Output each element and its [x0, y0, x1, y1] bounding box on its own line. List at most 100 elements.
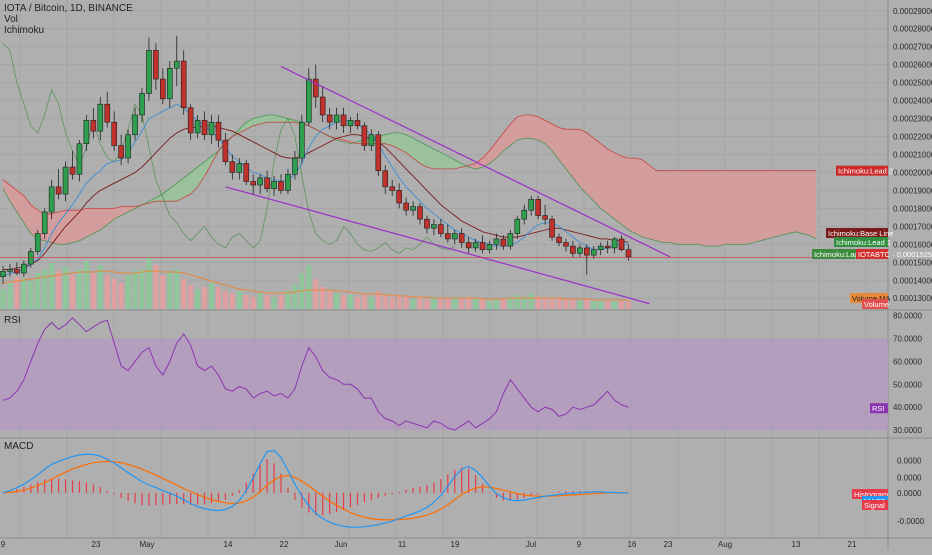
- candle-down: [250, 181, 256, 186]
- ichimoku-cloud: [3, 114, 817, 247]
- cloud-segment: [183, 172, 191, 198]
- candle-down: [354, 120, 361, 127]
- volume-bar: [445, 299, 451, 309]
- time-tick-label: Aug: [718, 540, 732, 549]
- volume-bar: [382, 295, 388, 309]
- price-tick-label: 0.00015000: [893, 258, 932, 267]
- candle-up: [521, 209, 528, 220]
- volume-series: [0, 257, 631, 309]
- cloud-segment: [100, 208, 108, 230]
- volume-bar: [264, 295, 270, 309]
- base-line: [3, 125, 629, 270]
- volume-ma-tag-text: Volume MA: [852, 294, 890, 303]
- volume-bar: [257, 293, 263, 309]
- lagging-tag-text: Ichimoku:Lag: [814, 250, 859, 259]
- volume-bar: [626, 301, 631, 309]
- candle-down: [424, 218, 430, 229]
- volume-bar: [480, 299, 486, 309]
- volume-tag: Volume: [862, 299, 889, 309]
- cloud-segment: [86, 208, 94, 238]
- cloud-segment: [260, 114, 268, 124]
- candle-up: [167, 67, 173, 100]
- price-tick-label: 0.00023000: [893, 115, 932, 124]
- cloud-segment: [642, 159, 650, 239]
- candle-up: [41, 211, 48, 234]
- candle-up: [194, 120, 201, 134]
- volume-bar: [375, 291, 381, 309]
- price-tag-text: IOTABTC · 0.00015258: [858, 250, 932, 259]
- cloud-segment: [440, 152, 448, 169]
- candle-up: [0, 270, 6, 277]
- time-tick-label: 14: [224, 540, 233, 549]
- candle-up: [76, 143, 83, 175]
- cloud-segment: [413, 138, 420, 164]
- macd-legend[interactable]: MACD: [4, 441, 34, 452]
- candle-down: [604, 245, 611, 249]
- price-tick-label: 0.00029000: [893, 7, 932, 16]
- cloud-segment: [739, 170, 747, 245]
- ichimoku-legend[interactable]: Ichimoku: [4, 25, 45, 36]
- volume-bar: [368, 297, 374, 309]
- candle-down: [69, 166, 76, 175]
- cloud-segment: [621, 156, 629, 230]
- cloud-segment: [607, 149, 615, 220]
- cloud-segment: [58, 210, 66, 245]
- cloud-segment: [93, 208, 101, 234]
- candle-down: [549, 218, 555, 238]
- volume-legend[interactable]: Vol: [4, 14, 18, 25]
- volume-bar: [125, 275, 131, 309]
- grid: [19, 0, 867, 538]
- lead1-tag: Ichimoku:Lead 1: [834, 237, 891, 247]
- time-tick-label: 9: [577, 540, 582, 549]
- cloud-segment: [197, 161, 205, 187]
- cloud-segment: [572, 129, 580, 187]
- candle-up: [125, 134, 131, 159]
- candle-down: [625, 249, 632, 258]
- candle-up: [451, 233, 458, 240]
- volume-bar: [452, 297, 458, 309]
- candle-up: [472, 242, 479, 249]
- cloud-segment: [704, 170, 712, 247]
- volume-bar: [354, 297, 360, 309]
- cloud-segment: [9, 185, 17, 212]
- time-tick-label: 23: [92, 540, 101, 549]
- cloud-segment: [447, 156, 455, 169]
- price-tick-label: 0.00020000: [893, 168, 932, 177]
- candle-up: [48, 186, 55, 213]
- candle-down: [618, 238, 625, 251]
- symbol-legend[interactable]: IOTA / Bitcoin, 1D, BINANCE: [4, 3, 133, 14]
- conversion-line: [2, 103, 629, 278]
- candle-down: [319, 96, 326, 116]
- rsi-tick-label: 80.0000: [893, 312, 922, 321]
- candle-up: [285, 173, 291, 191]
- volume-bar: [306, 265, 312, 309]
- rsi-legend[interactable]: RSI: [4, 315, 21, 326]
- candle-up: [62, 166, 69, 195]
- cloud-segment: [23, 195, 31, 234]
- candles: [0, 35, 632, 284]
- cloud-segment: [698, 170, 705, 247]
- cloud-segment: [274, 114, 281, 123]
- cloud-segment: [517, 114, 525, 141]
- volume-bar: [188, 285, 194, 309]
- volume-bar: [202, 287, 208, 309]
- volume-bar: [243, 295, 249, 309]
- cloud-segment: [718, 170, 726, 247]
- price-tick-label: 0.00018000: [893, 204, 932, 213]
- candle-down: [542, 215, 548, 220]
- volume-bar: [0, 289, 6, 309]
- volume-bar: [389, 297, 395, 309]
- candle-down: [389, 186, 396, 191]
- cloud-segment: [670, 170, 678, 245]
- cloud-segment: [593, 138, 601, 209]
- cloud-segment: [343, 140, 351, 144]
- cloud-segment: [628, 158, 636, 234]
- volume-bar: [90, 273, 96, 309]
- volume-bar: [361, 295, 367, 309]
- candle-down: [500, 238, 507, 247]
- candle-down: [340, 114, 347, 127]
- candle-up: [514, 218, 521, 234]
- volume-bar: [132, 271, 138, 309]
